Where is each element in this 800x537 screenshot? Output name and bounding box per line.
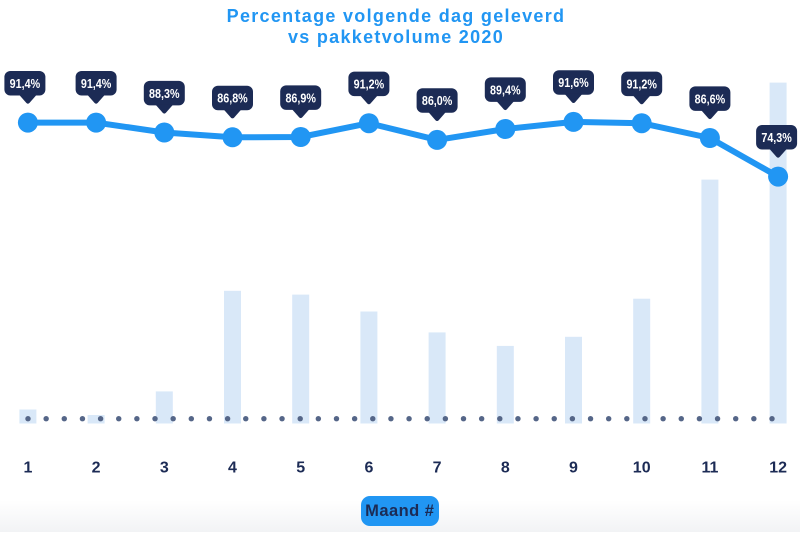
svg-text:10: 10 (633, 460, 651, 477)
svg-text:3: 3 (160, 460, 169, 477)
svg-text:91,2%: 91,2% (626, 77, 657, 92)
svg-text:86,9%: 86,9% (285, 90, 316, 105)
svg-text:88,3%: 88,3% (149, 86, 180, 101)
svg-text:12: 12 (769, 460, 787, 477)
svg-text:1: 1 (23, 460, 32, 477)
svg-text:6: 6 (364, 460, 373, 477)
svg-text:86,0%: 86,0% (422, 93, 453, 108)
svg-text:9: 9 (569, 460, 578, 477)
svg-text:11: 11 (701, 460, 718, 477)
svg-text:4: 4 (228, 460, 237, 477)
svg-text:91,4%: 91,4% (81, 76, 112, 91)
svg-text:5: 5 (296, 460, 305, 477)
svg-text:91,6%: 91,6% (558, 75, 589, 90)
svg-text:74,3%: 74,3% (761, 130, 792, 145)
svg-text:91,4%: 91,4% (10, 76, 41, 91)
svg-text:89,4%: 89,4% (490, 82, 521, 97)
svg-text:7: 7 (433, 460, 442, 477)
svg-text:86,6%: 86,6% (695, 91, 726, 106)
svg-text:2: 2 (92, 460, 101, 477)
svg-text:91,2%: 91,2% (354, 77, 385, 92)
svg-text:86,8%: 86,8% (217, 91, 248, 106)
svg-text:8: 8 (501, 460, 510, 477)
